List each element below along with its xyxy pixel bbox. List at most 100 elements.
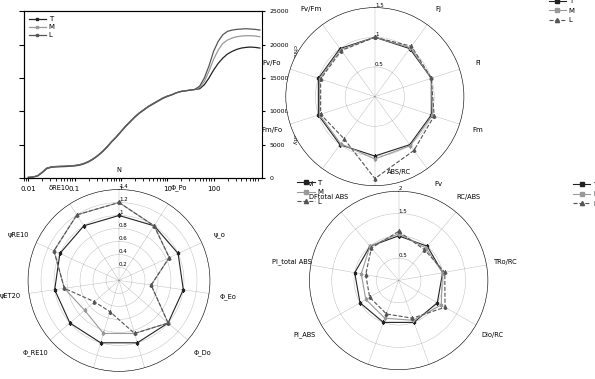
L: [431, 114, 438, 118]
L: [61, 286, 68, 291]
M: [148, 283, 155, 287]
M: [165, 255, 173, 260]
M: [76, 163, 83, 168]
L: [371, 176, 378, 181]
L: [340, 137, 347, 141]
M: [242, 33, 249, 38]
L: [165, 321, 172, 325]
L: [256, 28, 264, 32]
Legend: T, M, L: T, M, L: [572, 180, 595, 208]
Line: M: M: [360, 232, 444, 322]
L: [177, 89, 184, 94]
T: [336, 143, 343, 147]
T: [434, 301, 441, 305]
Legend: T, M, L: T, M, L: [296, 179, 325, 206]
L: [99, 150, 106, 154]
T: [256, 46, 264, 50]
L: [151, 224, 158, 228]
T: [351, 271, 358, 275]
M: [94, 153, 101, 158]
M: [362, 297, 369, 302]
Line: M: M: [318, 36, 434, 160]
L: [131, 331, 138, 336]
Line: T: T: [54, 214, 184, 344]
M: [371, 157, 378, 161]
L: [421, 247, 428, 252]
M: [428, 76, 435, 81]
T: [315, 76, 322, 81]
T: [115, 213, 123, 218]
T: [66, 321, 73, 325]
L: [252, 27, 259, 32]
L: [383, 312, 390, 316]
M: [395, 231, 402, 236]
M: [407, 45, 414, 50]
M: [437, 303, 444, 307]
L: [409, 316, 416, 321]
M: [256, 34, 264, 39]
T: [177, 89, 184, 94]
M: [165, 321, 172, 325]
M: [99, 149, 106, 154]
T: [380, 320, 387, 325]
L: [362, 273, 369, 277]
T: [315, 113, 322, 117]
T: [411, 320, 418, 325]
M: [358, 272, 365, 276]
T: [151, 224, 158, 228]
T: [180, 287, 187, 292]
T: [439, 271, 446, 275]
M: [51, 249, 58, 253]
L: [395, 229, 402, 233]
L: [192, 87, 199, 92]
M: [100, 331, 107, 336]
L: [371, 35, 378, 39]
L: [441, 270, 449, 275]
Line: L: L: [29, 29, 260, 177]
M: [73, 213, 80, 217]
T: [428, 76, 435, 81]
M: [395, 231, 402, 236]
L: [94, 153, 101, 158]
M: [151, 224, 158, 228]
L: [115, 200, 123, 205]
M: [316, 77, 323, 81]
M: [115, 200, 123, 205]
M: [439, 271, 446, 275]
M: [192, 87, 199, 92]
T: [51, 287, 58, 292]
L: [411, 148, 418, 153]
L: [317, 112, 324, 116]
Line: T: T: [317, 36, 433, 157]
T: [165, 321, 172, 325]
Line: L: L: [52, 201, 171, 335]
T: [395, 233, 402, 238]
T: [97, 340, 104, 345]
T: [336, 46, 343, 51]
Line: L: L: [364, 230, 446, 319]
M: [371, 35, 378, 39]
M: [337, 141, 345, 146]
M: [367, 244, 374, 249]
Line: M: M: [29, 36, 260, 177]
M: [61, 286, 68, 291]
M: [429, 113, 436, 117]
Line: T: T: [353, 235, 444, 324]
L: [368, 246, 375, 250]
T: [371, 35, 378, 39]
L: [165, 255, 173, 260]
M: [409, 318, 416, 323]
L: [115, 200, 123, 205]
T: [406, 143, 414, 147]
Y-axis label: chlorophyll fluorescence intensity: chlorophyll fluorescence intensity: [292, 45, 298, 144]
L: [148, 283, 155, 287]
L: [51, 249, 58, 253]
T: [115, 213, 123, 218]
M: [81, 308, 88, 313]
L: [73, 213, 80, 217]
M: [25, 175, 32, 180]
M: [252, 34, 259, 38]
M: [316, 112, 323, 117]
L: [91, 299, 98, 304]
T: [395, 233, 402, 238]
